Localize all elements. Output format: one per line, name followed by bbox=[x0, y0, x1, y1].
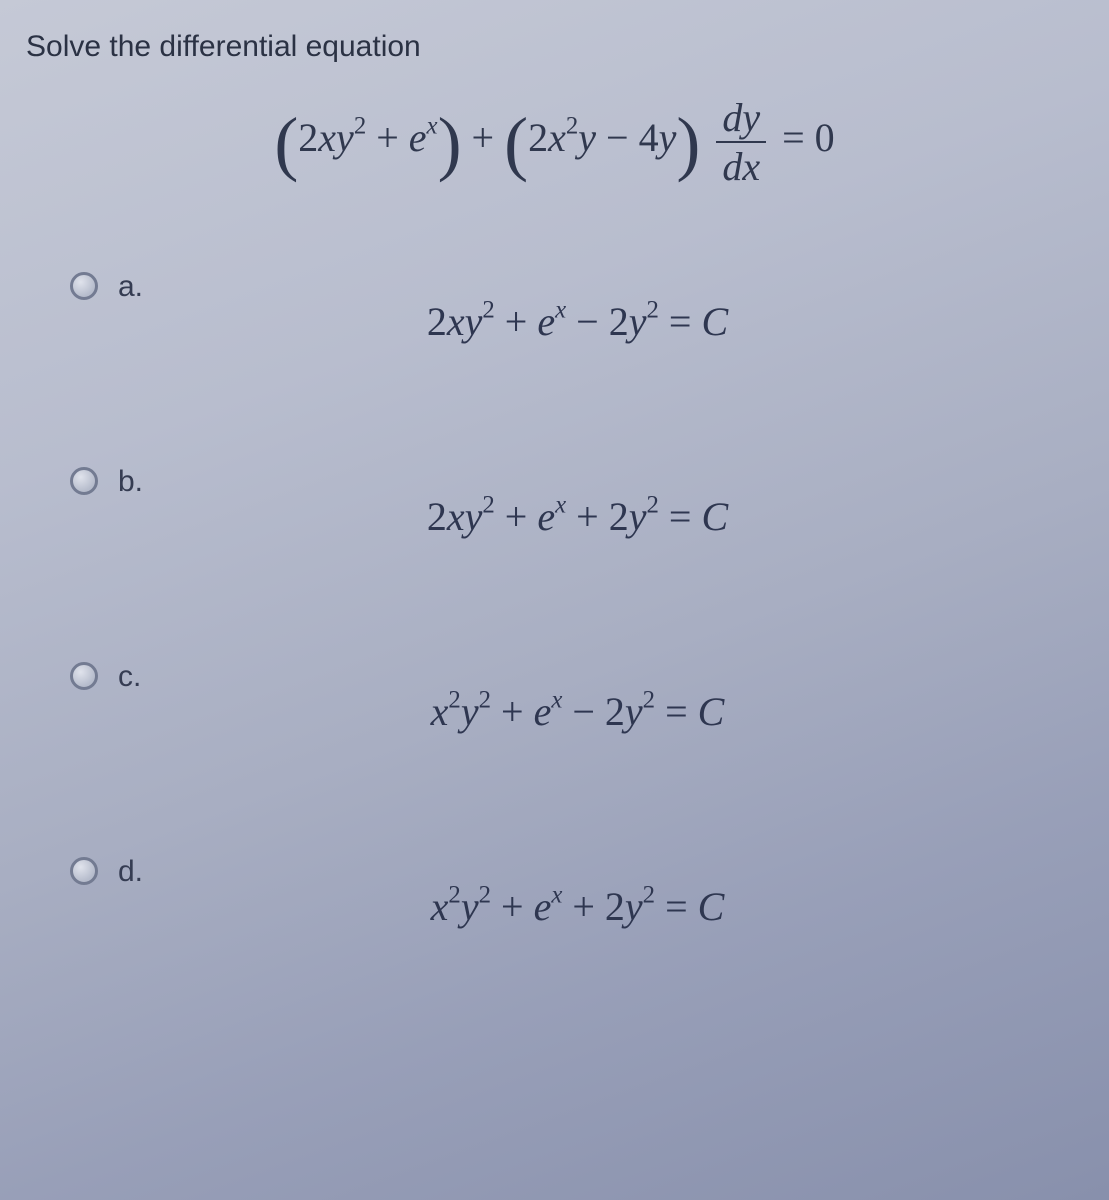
right-paren-2: ) bbox=[676, 115, 700, 173]
fraction-numerator: dy bbox=[716, 94, 766, 143]
option-a-label: a. bbox=[118, 270, 166, 304]
radio-c[interactable] bbox=[70, 662, 98, 690]
option-d-label: d. bbox=[118, 855, 166, 889]
radio-d[interactable] bbox=[70, 857, 98, 885]
radio-a[interactable] bbox=[70, 272, 98, 300]
fraction-denominator: dx bbox=[716, 143, 766, 190]
right-paren-1: ) bbox=[438, 115, 462, 173]
left-paren-2: ( bbox=[504, 115, 528, 173]
option-b-label: b. bbox=[118, 465, 166, 499]
question-prompt: Solve the differential equation bbox=[26, 30, 1089, 64]
option-a-math: 2xy2 + ex − 2y2 = C bbox=[166, 298, 1089, 345]
left-paren-1: ( bbox=[274, 115, 298, 173]
differential-equation: (2xy2 + ex) + (2x2y − 4y) dy dx = 0 bbox=[20, 94, 1089, 190]
radio-b[interactable] bbox=[70, 467, 98, 495]
equals-zero: = 0 bbox=[782, 115, 835, 160]
eqn-term-2: 2x2y − 4y bbox=[528, 115, 676, 160]
option-b-row[interactable]: b. 2xy2 + ex + 2y2 = C bbox=[20, 465, 1089, 540]
option-a-row[interactable]: a. 2xy2 + ex − 2y2 = C bbox=[20, 270, 1089, 345]
plus-operator: + bbox=[472, 115, 505, 160]
option-d-row[interactable]: d. x2y2 + ex + 2y2 = C bbox=[20, 855, 1089, 930]
option-c-label: c. bbox=[118, 660, 166, 694]
options-list: a. 2xy2 + ex − 2y2 = C b. 2xy2 + ex + 2y… bbox=[20, 270, 1089, 930]
option-d-math: x2y2 + ex + 2y2 = C bbox=[166, 883, 1089, 930]
eqn-term-1: 2xy2 + ex bbox=[298, 115, 437, 160]
dy-dx-fraction: dy dx bbox=[716, 94, 766, 190]
option-c-row[interactable]: c. x2y2 + ex − 2y2 = C bbox=[20, 660, 1089, 735]
option-b-math: 2xy2 + ex + 2y2 = C bbox=[166, 493, 1089, 540]
option-c-math: x2y2 + ex − 2y2 = C bbox=[166, 688, 1089, 735]
